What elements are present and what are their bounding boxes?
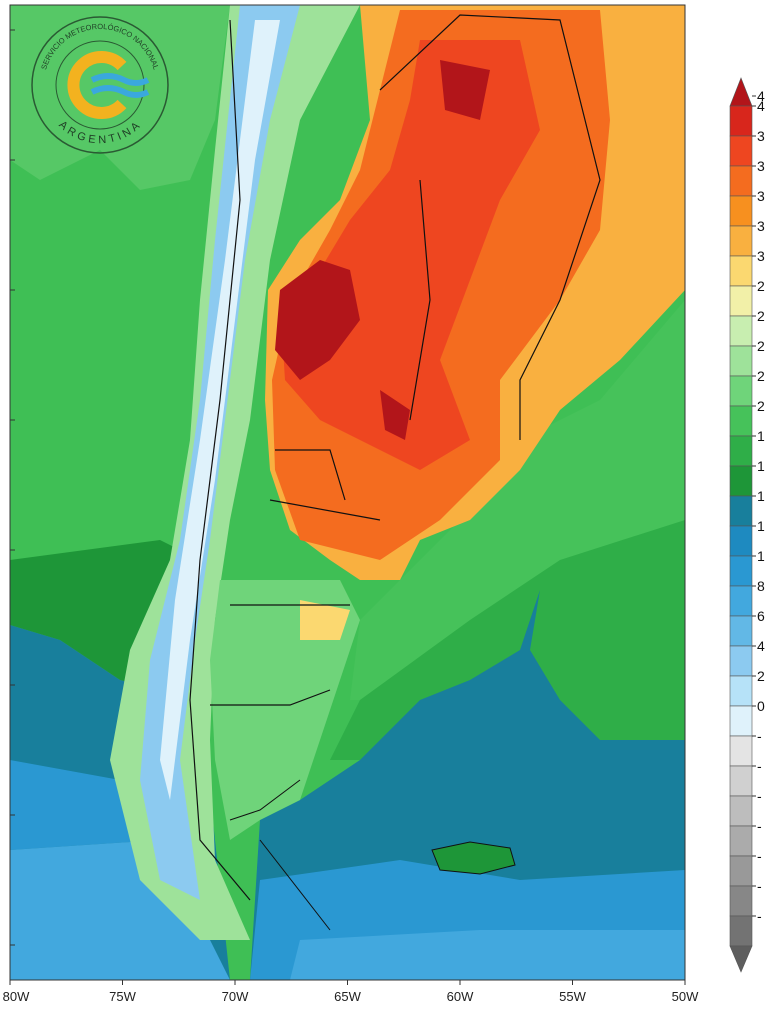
ocean-band xyxy=(10,760,160,850)
legend-label: 2 xyxy=(757,338,765,354)
legend-label: 3 xyxy=(757,128,765,144)
lon-label: 75W xyxy=(109,989,136,1004)
legend-label: 1 xyxy=(757,488,765,504)
legend-swatch xyxy=(729,735,753,767)
legend-swatch xyxy=(729,495,753,527)
legend-label: 2 xyxy=(757,368,765,384)
legend-swatch xyxy=(729,165,753,197)
legend-label: - xyxy=(757,908,762,924)
legend-swatch xyxy=(729,465,753,497)
legend-label: - xyxy=(757,848,762,864)
legend-label: - xyxy=(757,728,762,744)
lon-label: 60W xyxy=(447,989,474,1004)
islands xyxy=(431,841,516,875)
legend-label: 2 xyxy=(757,308,765,324)
warm-patch xyxy=(300,600,350,640)
legend-label: 1 xyxy=(757,518,765,534)
legend-label: 3 xyxy=(757,158,765,174)
lon-label: 70W xyxy=(222,989,249,1004)
legend-swatch xyxy=(729,615,753,647)
legend-swatch xyxy=(729,435,753,467)
legend-swatch xyxy=(729,315,753,347)
legend-swatch xyxy=(729,795,753,827)
legend-swatch xyxy=(729,555,753,587)
lon-label: 50W xyxy=(672,989,699,1004)
hot-region xyxy=(280,40,540,470)
map xyxy=(10,5,685,980)
legend-label: 2 xyxy=(757,668,765,684)
legend-swatch xyxy=(729,885,753,917)
hottest-area xyxy=(275,60,490,440)
legend-label: 4 xyxy=(757,98,765,114)
legend-label: 2 xyxy=(757,278,765,294)
legend-swatch xyxy=(729,135,753,167)
legend-swatch xyxy=(729,825,753,857)
ocean-band xyxy=(290,930,685,980)
longitude-labels: 80W 75W 70W 65W 60W 55W 50W xyxy=(3,980,699,1004)
legend-label: - xyxy=(757,788,762,804)
legend-label: 2 xyxy=(757,398,765,414)
legend-label: 4 xyxy=(757,88,765,104)
legend-swatch xyxy=(729,225,753,257)
lon-label: 55W xyxy=(559,989,586,1004)
borders xyxy=(189,14,601,901)
lon-label: 80W xyxy=(3,989,30,1004)
legend-label: - xyxy=(757,878,762,894)
legend-swatch xyxy=(729,525,753,557)
legend-label: 3 xyxy=(757,188,765,204)
legend-swatch xyxy=(729,375,753,407)
legend-label: - xyxy=(757,818,762,834)
lat-ticks xyxy=(10,29,15,946)
legend-label: 1 xyxy=(757,548,765,564)
legend-label: 3 xyxy=(757,248,765,264)
coastline xyxy=(229,779,331,931)
legend-label: 1 xyxy=(757,428,765,444)
legend-swatch xyxy=(729,915,753,947)
ocean-band xyxy=(330,520,685,760)
patagonia xyxy=(210,580,360,840)
legend-label: - xyxy=(757,758,762,774)
legend-arrow xyxy=(729,945,753,973)
legend-label: 3 xyxy=(757,218,765,234)
legend-label: 4 xyxy=(757,638,765,654)
legend-arrow xyxy=(729,77,753,107)
legend-swatch xyxy=(729,675,753,707)
legend-swatch xyxy=(729,105,753,137)
legend-swatch xyxy=(729,765,753,797)
legend-label: 8 xyxy=(757,578,765,594)
lon-label: 65W xyxy=(334,989,361,1004)
legend-swatch xyxy=(729,345,753,377)
legend-swatch xyxy=(729,705,753,737)
logo-mark xyxy=(67,51,127,119)
legend-swatch xyxy=(729,645,753,677)
andes-snow xyxy=(160,20,280,800)
legend-swatch xyxy=(729,285,753,317)
legend-swatch xyxy=(729,855,753,887)
legend-label: 0 xyxy=(757,698,765,714)
legend-label: 1 xyxy=(757,458,765,474)
legend-swatch xyxy=(729,405,753,437)
legend-swatch xyxy=(729,195,753,227)
legend-swatch xyxy=(729,585,753,617)
legend-swatch xyxy=(729,255,753,287)
legend-label: 6 xyxy=(757,608,765,624)
